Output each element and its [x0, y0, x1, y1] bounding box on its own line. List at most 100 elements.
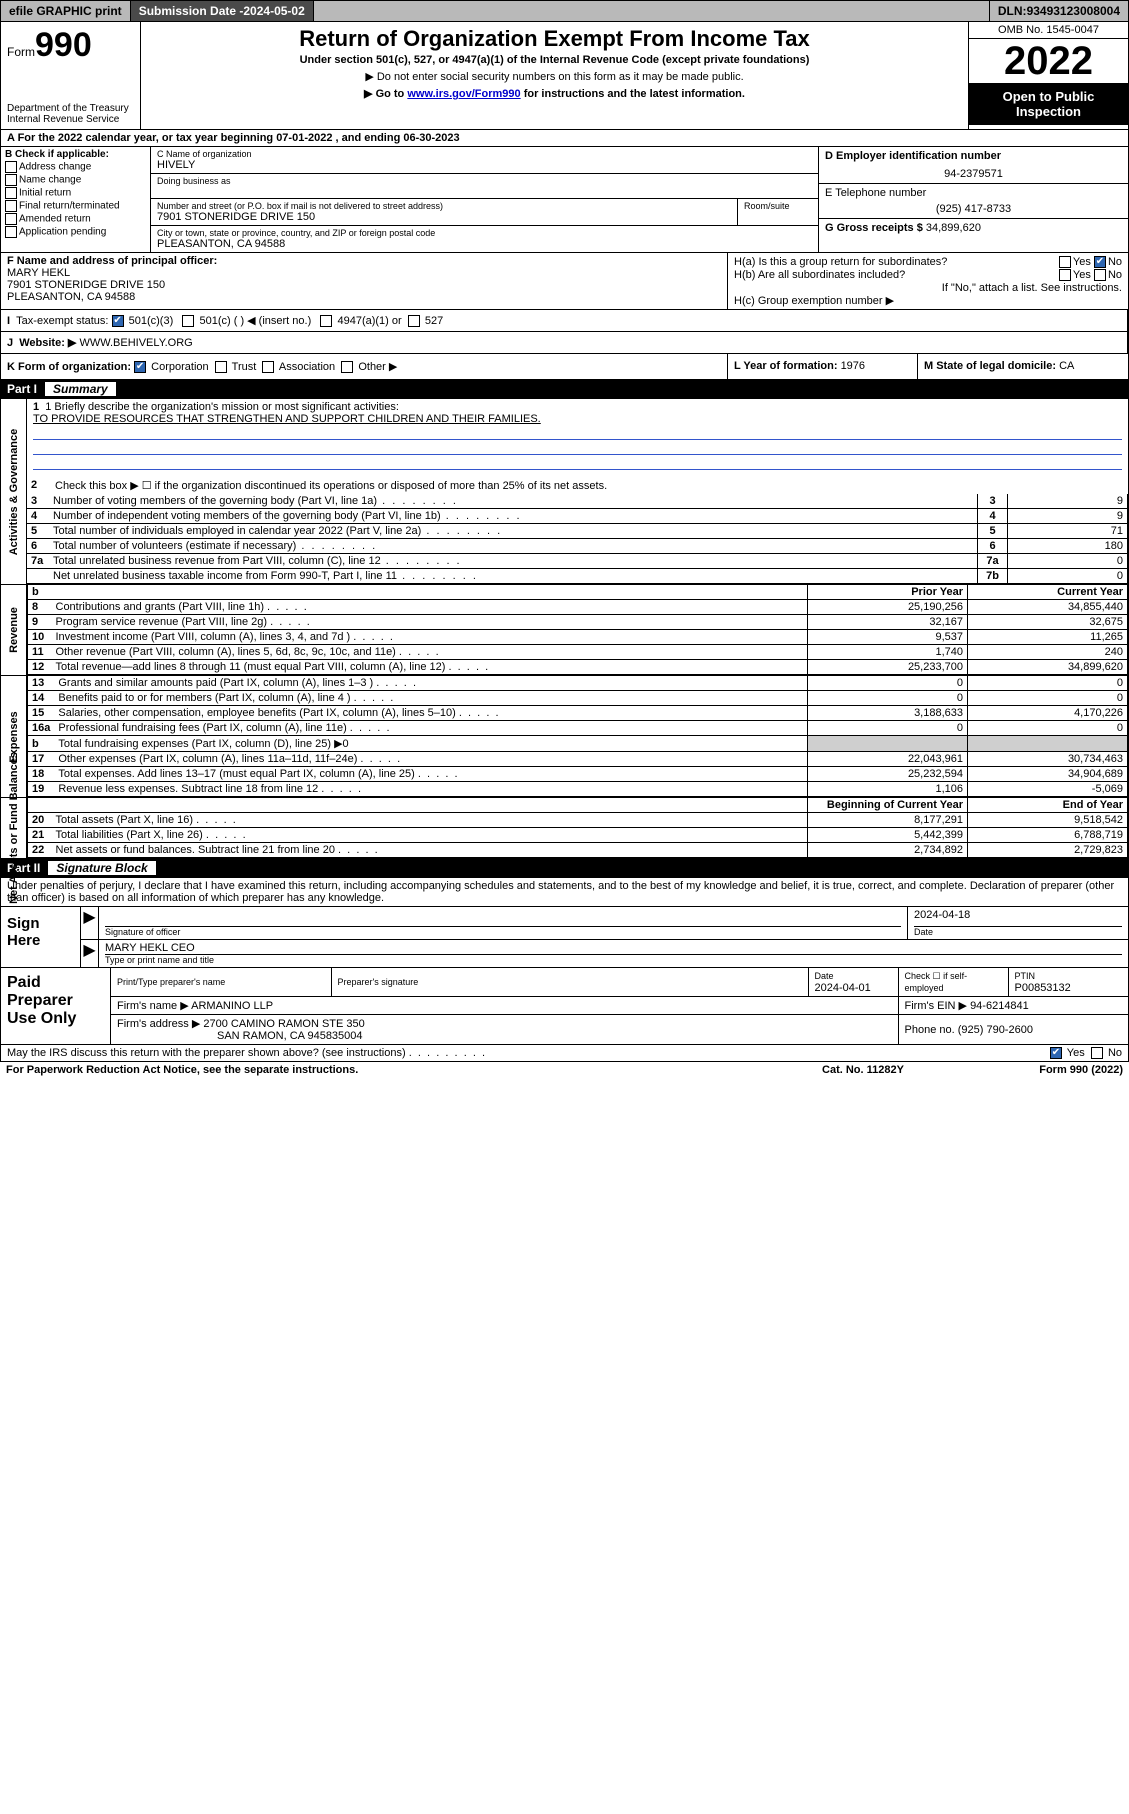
city-label: City or town, state or province, country… — [157, 228, 812, 238]
cb-trust[interactable] — [215, 361, 227, 373]
room-label: Room/suite — [744, 201, 812, 211]
governance-table: 3Number of voting members of the governi… — [27, 494, 1128, 584]
i-527: 527 — [425, 315, 443, 327]
section-klm: K Form of organization: Corporation Trus… — [0, 354, 1129, 380]
col-prior: Prior Year — [808, 585, 968, 600]
efile-print-label[interactable]: efile GRAPHIC print — [1, 1, 131, 21]
dept-treasury: Department of the Treasury — [7, 103, 134, 114]
cb-discuss-no[interactable] — [1091, 1047, 1103, 1059]
cb-initial-return[interactable] — [5, 187, 17, 199]
m-label: M State of legal domicile: — [924, 360, 1059, 372]
f-label: F Name and address of principal officer: — [7, 255, 217, 267]
e-phone-value: (925) 417-8733 — [825, 203, 1122, 215]
table-row: 16aProfessional fundraising fees (Part I… — [28, 721, 1128, 736]
part2-wrap: Part II Signature Block — [0, 859, 1129, 878]
goto-pre: ▶ Go to — [364, 88, 407, 100]
cb-527[interactable] — [408, 315, 420, 327]
cb-4947[interactable] — [320, 315, 332, 327]
cb-name-change[interactable] — [5, 174, 17, 186]
ssn-note: ▶ Do not enter social security numbers o… — [147, 70, 962, 83]
j-label: Website: ▶ — [19, 337, 79, 349]
section-j: J Website: ▶ WWW.BEHIVELY.ORG — [0, 332, 1129, 354]
ptin-value: P00853132 — [1015, 982, 1071, 994]
part2-title: Signature Block — [48, 861, 155, 875]
l-label: L Year of formation: — [734, 360, 841, 372]
form-title-block: Return of Organization Exempt From Incom… — [141, 22, 968, 129]
form-word: Form — [7, 45, 35, 59]
line2-text: Check this box ▶ ☐ if the organization d… — [55, 479, 1124, 492]
officer-addr1: 7901 STONERIDGE DRIVE 150 — [7, 279, 721, 291]
ha-no: No — [1108, 256, 1122, 268]
table-row: 19Revenue less expenses. Subtract line 1… — [28, 782, 1128, 797]
c-name-label: C Name of organization — [157, 149, 812, 159]
cb-hb-no[interactable] — [1094, 269, 1106, 281]
col-current: Current Year — [968, 585, 1128, 600]
paid-preparer-block: Paid Preparer Use Only Print/Type prepar… — [0, 968, 1129, 1045]
dln-value: 93493123008004 — [1027, 4, 1120, 18]
ha-question: H(a) Is this a group return for subordin… — [734, 256, 947, 268]
goto-note: ▶ Go to www.irs.gov/Form990 for instruct… — [147, 87, 962, 100]
goto-post: for instructions and the latest informat… — [521, 88, 745, 100]
k-corp: Corporation — [151, 361, 208, 373]
cb-ha-no[interactable] — [1094, 256, 1106, 268]
d-ein-label: D Employer identification number — [825, 150, 1122, 162]
submission-date: Submission Date - 2024-05-02 — [131, 1, 314, 21]
ha-yes: Yes — [1073, 256, 1091, 268]
submission-date-value: 2024-05-02 — [243, 4, 304, 18]
paperwork-notice: For Paperwork Reduction Act Notice, see … — [6, 1064, 763, 1076]
cb-amended[interactable] — [5, 213, 17, 225]
mission-line-3 — [33, 441, 1122, 455]
firm-addr1: 2700 CAMINO RAMON STE 350 — [203, 1018, 364, 1030]
section-i: I Tax-exempt status: 501(c)(3) 501(c) ( … — [0, 310, 1129, 332]
mission-text: TO PROVIDE RESOURCES THAT STRENGTHEN AND… — [33, 413, 541, 425]
submission-date-label: Submission Date - — [139, 4, 244, 18]
i-label: Tax-exempt status: — [16, 315, 108, 327]
prep-sig-hdr: Preparer's signature — [338, 977, 419, 987]
d-ein-value: 94-2379571 — [825, 168, 1122, 180]
cb-501c3[interactable] — [112, 315, 124, 327]
signature-label: Signature of officer — [105, 927, 901, 937]
hb-yes: Yes — [1073, 269, 1091, 281]
part2-header: Part II Signature Block — [1, 859, 1128, 877]
paperwork-row: For Paperwork Reduction Act Notice, see … — [0, 1062, 1129, 1078]
top-bar: efile GRAPHIC print Submission Date - 20… — [0, 0, 1129, 22]
discuss-question: May the IRS discuss this return with the… — [7, 1047, 406, 1059]
table-row: 14Benefits paid to or for members (Part … — [28, 691, 1128, 706]
gov-row: Net unrelated business taxable income fr… — [27, 569, 1128, 584]
topbar-spacer — [314, 1, 990, 21]
cb-discuss-yes[interactable] — [1050, 1047, 1062, 1059]
cb-501c[interactable] — [182, 315, 194, 327]
part1-wrap: Part I Summary — [0, 380, 1129, 399]
firm-ein: 94-6214841 — [970, 1000, 1029, 1012]
k-other: Other ▶ — [358, 361, 397, 373]
e-phone-label: E Telephone number — [825, 187, 1122, 199]
hc-question: H(c) Group exemption number ▶ — [734, 294, 1122, 307]
section-net-assets: Net Assets or Fund Balances Beginning of… — [0, 798, 1129, 859]
form-title: Return of Organization Exempt From Incom… — [147, 26, 962, 52]
table-row: 21Total liabilities (Part X, line 26) . … — [28, 828, 1128, 843]
sign-here-label: Sign Here — [1, 907, 81, 967]
print-name-label: Type or print name and title — [105, 955, 1122, 965]
table-row: 13Grants and similar amounts paid (Part … — [28, 676, 1128, 691]
state-domicile: CA — [1059, 360, 1074, 372]
form-footer: Form 990 (2022) — [963, 1064, 1123, 1076]
cb-final-return[interactable] — [5, 200, 17, 212]
identity-block: B Check if applicable: Address change Na… — [0, 147, 1129, 253]
cb-corp[interactable] — [134, 361, 146, 373]
revenue-table: b Prior Year Current Year 8Contributions… — [27, 585, 1128, 675]
cb-app-pending[interactable] — [5, 226, 17, 238]
cb-other[interactable] — [341, 361, 353, 373]
signature-block: Under penalties of perjury, I declare th… — [0, 878, 1129, 968]
k-label: K Form of organization: — [7, 361, 131, 373]
line-a-tax-year: A For the 2022 calendar year, or tax yea… — [0, 130, 1129, 147]
cb-hb-yes[interactable] — [1059, 269, 1071, 281]
irs-form990-link[interactable]: www.irs.gov/Form990 — [407, 88, 520, 100]
cb-assoc[interactable] — [262, 361, 274, 373]
firm-name-label: Firm's name ▶ — [117, 1000, 191, 1012]
paid-preparer-label: Paid Preparer Use Only — [1, 968, 111, 1044]
prep-name-hdr: Print/Type preparer's name — [117, 977, 225, 987]
vlabel-net: Net Assets or Fund Balances — [1, 798, 27, 858]
org-name: HIVELY — [157, 159, 812, 171]
cb-ha-yes[interactable] — [1059, 256, 1071, 268]
cb-address-change[interactable] — [5, 161, 17, 173]
